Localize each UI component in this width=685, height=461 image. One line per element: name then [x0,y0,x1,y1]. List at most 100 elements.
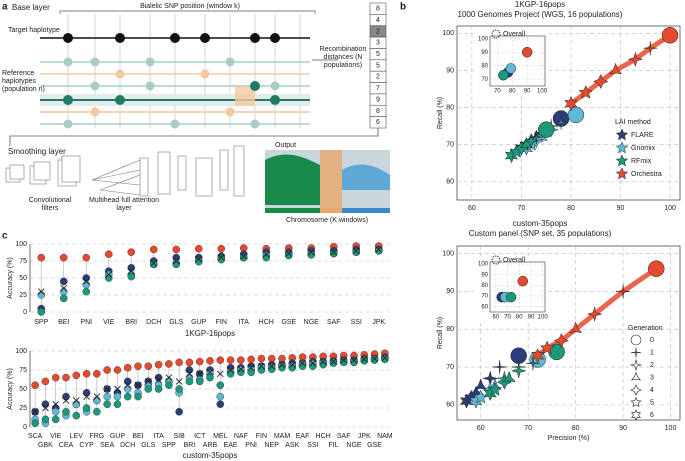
overall-icon [491,255,501,265]
dot [175,385,183,393]
x-marker [150,259,158,267]
dot [284,251,293,260]
x-tick-label: JPK [358,433,371,440]
y-tick-label: 90 [446,288,454,295]
dot [93,396,101,405]
dot [72,400,81,409]
legend-label: 2 [650,362,654,369]
dot [51,415,60,424]
inset-title: Overall [503,31,526,38]
x-tick-label: 100 [665,425,677,432]
distance-cell [369,116,387,129]
dot [37,308,46,316]
dot [257,354,266,363]
legend-label: FLARE [631,132,654,139]
legend-label: 5 [650,399,654,406]
x-tick-label: EAF [296,433,310,440]
network [5,145,245,197]
marker [630,347,642,358]
x-tick-label: 90 [617,205,625,212]
marker [474,378,488,390]
distance-value: 4 [376,17,380,24]
x-tick-label: FIN [216,319,227,326]
x-marker [360,356,368,363]
x-tick-label: SSI [351,319,362,326]
x-marker [144,378,152,385]
x-marker [165,374,173,381]
chromosome-label: Chromosome (K windows) [286,217,368,224]
x-tick-label: PNI [80,319,92,326]
x-tick-label: 70 [518,205,526,212]
x-marker [352,247,360,255]
x-marker [217,254,225,261]
chart-subtitle: 1000 Genomes Project (WGS, 16 population… [458,10,623,19]
dot [93,407,101,416]
y-tick-label: 75 [19,367,27,374]
dot [103,392,111,401]
inset-x-tick: 90 [524,89,531,95]
dot [144,362,153,371]
x-tick-label: SIB [173,433,185,440]
x-tick-label: SPP [34,319,48,326]
dot [72,371,81,380]
dot [175,407,183,416]
dot [154,373,163,382]
dot [41,415,50,424]
dot [226,356,235,364]
y-axis-label: Recall (%) [437,97,444,129]
distance-value: 8 [376,108,380,115]
y-tick-label: 0 [23,424,27,431]
dot [154,360,163,369]
dot [247,368,255,377]
inset-x-tick: 90 [528,315,535,321]
x-marker [124,381,132,389]
marker [525,356,540,371]
inset-bg [474,30,549,96]
snp-lines [67,14,301,128]
dot [350,358,358,367]
inset-y-tick: 60 [481,304,488,310]
marker [615,154,629,167]
dot [374,246,383,255]
panel-label: a [2,2,8,13]
dot [82,369,91,378]
x-marker [52,400,60,408]
x-marker [371,355,378,362]
plot-frame [456,245,681,421]
inset-point [505,291,517,303]
x-tick-label: ASK [285,442,299,449]
inset-x-tick: 70 [504,315,511,321]
dot [352,248,361,256]
overall-icon [491,29,501,39]
x-marker [31,408,39,416]
x-tick-label: SPP [162,442,176,449]
marker [627,51,644,68]
x-marker [60,284,68,292]
x-marker [247,364,255,372]
y-tick-label: 70 [446,364,454,371]
dot [82,274,91,282]
legend-label: RFmix [631,158,652,165]
dot [149,260,158,269]
x-tick-label: ICT [194,433,206,440]
dot [339,358,348,367]
y-tick-label: 100 [15,241,27,248]
dot [307,251,316,259]
inset-y-tick: 100 [478,262,489,268]
marker [487,382,503,396]
marker [523,132,540,149]
x-tick-label: HCH [259,319,274,326]
marker [553,333,569,349]
x-tick-label: 90 [619,425,627,432]
distance-value: 3 [376,40,380,47]
diagram-title: Base layer [12,3,50,12]
x-tick-label: GSE [367,442,382,449]
x-tick-label: SEA [100,442,114,449]
dot [31,381,39,390]
x-marker [155,376,162,384]
distance-value: 6 [376,119,380,126]
dot [59,294,68,303]
dot [216,392,225,401]
dot [51,407,60,416]
